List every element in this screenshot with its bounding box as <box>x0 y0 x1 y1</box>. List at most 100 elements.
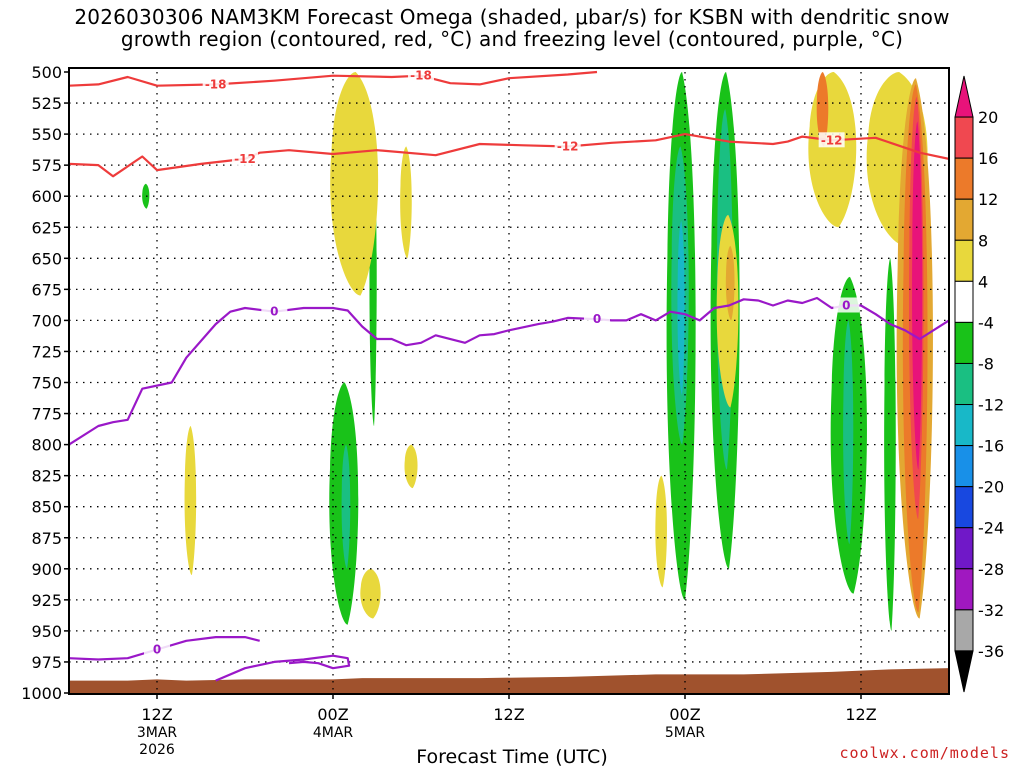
y-tick-label: 650 <box>31 249 62 268</box>
freezing-contour-label: 0 <box>593 312 601 326</box>
x-tick-label: 12Z <box>493 705 524 724</box>
omega-region-21 <box>816 72 829 147</box>
colorbar-label: -36 <box>978 642 1004 661</box>
y-tick-label: 900 <box>31 560 62 579</box>
colorbar-label: -8 <box>978 354 994 373</box>
y-tick-label: 675 <box>31 280 62 299</box>
x-date-label: 4MAR <box>313 725 354 741</box>
colorbar-segment-7 <box>954 362 974 406</box>
colorbar-segment-14 <box>954 650 974 693</box>
freezing-contour-1 <box>69 636 260 661</box>
y-tick-label: 625 <box>31 218 62 237</box>
colorbar-segment-0 <box>954 75 974 118</box>
colorbar-label: 8 <box>978 231 988 250</box>
dgz-contour-0 <box>69 70 598 87</box>
y-tick-label: 850 <box>31 498 62 517</box>
x-tick-label: 12Z <box>845 705 876 724</box>
y-tick-label: 975 <box>31 653 62 672</box>
colorbar-label: 20 <box>978 108 998 127</box>
colorbar-segment-1 <box>954 116 974 159</box>
x-tick-label: 00Z <box>669 705 700 724</box>
omega-region-26 <box>912 121 923 470</box>
y-tick-label: 925 <box>31 591 62 610</box>
freezing-label-bg <box>584 311 610 327</box>
omega-region-19 <box>655 475 667 588</box>
colorbar-segment-11 <box>954 527 974 570</box>
freezing-label-bg <box>833 297 860 313</box>
dgz-label-bg <box>818 132 845 148</box>
omega-region-10 <box>884 258 896 631</box>
omega-region-15 <box>404 444 418 489</box>
freezing-contour-label: 0 <box>842 298 850 312</box>
y-tick-label: 525 <box>31 94 62 113</box>
y-tick-label: 800 <box>31 436 62 455</box>
dgz-label-bg <box>232 150 258 166</box>
freezing-contour-label: 0 <box>270 305 278 319</box>
omega-region-13 <box>400 146 412 259</box>
omega-region-18 <box>725 245 735 321</box>
chart-title-line2: growth region (contoured, red, °C) and f… <box>120 27 904 51</box>
colorbar-segment-12 <box>954 568 974 611</box>
y-tick-label: 725 <box>31 342 62 361</box>
colorbar-segment-2 <box>954 157 974 200</box>
y-tick-label: 700 <box>31 311 62 330</box>
colorbar-label: -32 <box>978 601 1004 620</box>
x-tick-label: 00Z <box>317 705 348 724</box>
omega-shading <box>142 72 933 631</box>
dgz-contour-label: -12 <box>234 152 256 166</box>
x-tick-label: 12Z <box>141 705 172 724</box>
omega-region-1 <box>341 444 351 569</box>
chart-title-line1: 2026030306 NAM3KM Forecast Omega (shaded… <box>74 5 950 29</box>
omega-region-11 <box>142 183 150 209</box>
colorbar-segment-13 <box>954 609 974 652</box>
freezing-contour-0 <box>69 296 949 446</box>
colorbar-label: 16 <box>978 149 998 168</box>
colorbar-label: -28 <box>978 560 1004 579</box>
y-tick-label: 550 <box>31 125 62 144</box>
y-tick-label: 775 <box>31 405 62 424</box>
x-year-label: 2026 <box>139 742 175 758</box>
y-tick-label: 500 <box>31 63 62 82</box>
dgz-contour-label: -12 <box>821 133 843 147</box>
y-tick-label: 875 <box>31 529 62 548</box>
freezing-contour-label: 0 <box>153 643 161 657</box>
site-credit[interactable]: coolwx.com/models <box>839 744 1010 762</box>
y-tick-label: 600 <box>31 187 62 206</box>
dgz-label-bg <box>202 76 229 92</box>
colorbar-label: -16 <box>978 437 1004 456</box>
colorbar-label: -12 <box>978 396 1004 415</box>
colorbar: 20 16 12 8 4 -4 -8 -12 -16 -20 -24 -28 -32 -36 <box>954 75 1004 693</box>
y-tick-label: 950 <box>31 622 62 641</box>
x-date-label: 3MAR <box>137 725 178 741</box>
x-axis-title: Forecast Time (UTC) <box>416 746 608 768</box>
dgz-contour-label: -12 <box>557 140 579 154</box>
dgz-contour-1 <box>69 133 949 178</box>
colorbar-label: -4 <box>978 313 994 332</box>
omega-region-12 <box>330 72 379 296</box>
colorbar-segment-6 <box>954 321 974 364</box>
colorbar-segment-8 <box>954 404 974 447</box>
colorbar-label: -20 <box>978 478 1004 497</box>
contours: -18 -18 -12 -12 -12 0 0 0 0 <box>69 68 949 682</box>
omega-region-14 <box>184 425 197 576</box>
y-tick-label: 1000 <box>21 684 62 703</box>
x-date-label: 5MAR <box>665 725 706 741</box>
colorbar-segment-10 <box>954 486 974 529</box>
y-tick-label: 825 <box>31 467 62 486</box>
freezing-label-bg <box>261 303 288 319</box>
colorbar-label: 12 <box>978 190 998 209</box>
y-tick-label: 750 <box>31 374 62 393</box>
colorbar-segment-4 <box>954 239 974 282</box>
colorbar-segment-3 <box>954 198 974 241</box>
colorbar-label: 4 <box>978 272 988 291</box>
colorbar-segment-5 <box>954 280 974 323</box>
colorbar-segment-9 <box>954 445 974 488</box>
dgz-contour-label: -18 <box>410 69 432 83</box>
colorbar-label: -24 <box>978 519 1004 538</box>
y-tick-label: 575 <box>31 156 62 175</box>
omega-region-16 <box>360 568 381 619</box>
dgz-contour-label: -18 <box>205 77 227 91</box>
freezing-label-bg <box>144 641 170 657</box>
